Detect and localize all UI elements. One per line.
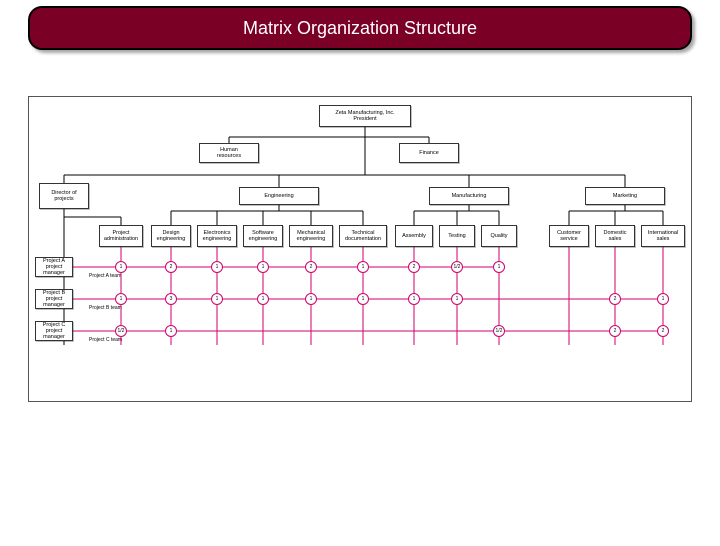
- function-box: Project administration: [99, 225, 143, 247]
- division-box: Manufacturing: [429, 187, 509, 205]
- allocation-circle: 2: [657, 325, 669, 337]
- allocation-circle: 1: [451, 293, 463, 305]
- function-box: Software engineering: [243, 225, 283, 247]
- allocation-circle: 2: [609, 293, 621, 305]
- function-box: Customer service: [549, 225, 589, 247]
- function-box: Assembly: [395, 225, 433, 247]
- org-chart: Zeta Manufacturing, Inc. President Human …: [28, 96, 692, 402]
- allocation-circle: 1: [115, 261, 127, 273]
- allocation-circle: 1: [165, 325, 177, 337]
- function-box: Quality: [481, 225, 517, 247]
- function-box: Mechanical engineering: [289, 225, 333, 247]
- allocation-circle: 1/2: [115, 325, 127, 337]
- function-box: Domestic sales: [595, 225, 635, 247]
- allocation-circle: 2: [305, 261, 317, 273]
- allocation-circle: 1: [408, 293, 420, 305]
- allocation-circle: 1: [357, 261, 369, 273]
- project-manager-box: Project B project manager: [35, 289, 73, 309]
- page-title: Matrix Organization Structure: [243, 18, 477, 39]
- allocation-circle: 1: [493, 261, 505, 273]
- allocation-circle: 2: [408, 261, 420, 273]
- title-bar: Matrix Organization Structure: [28, 6, 692, 50]
- allocation-circle: 1: [305, 293, 317, 305]
- allocation-circle: 1/2: [451, 261, 463, 273]
- allocation-circle: 1: [657, 293, 669, 305]
- project-row-label: Project C team: [89, 337, 122, 343]
- allocation-circle: 1/2: [493, 325, 505, 337]
- allocation-circle: 3: [165, 293, 177, 305]
- director-box: Director of projects: [39, 183, 89, 209]
- project-row-label: Project A team: [89, 273, 121, 279]
- division-box: Marketing: [585, 187, 665, 205]
- project-row-label: Project B team: [89, 305, 122, 311]
- allocation-circle: 2: [609, 325, 621, 337]
- allocation-circle: 1: [257, 261, 269, 273]
- allocation-circle: 1: [211, 293, 223, 305]
- allocation-circle: 2: [165, 261, 177, 273]
- president-box: Zeta Manufacturing, Inc. President: [319, 105, 411, 127]
- allocation-circle: 1: [211, 261, 223, 273]
- project-manager-box: Project C project manager: [35, 321, 73, 341]
- function-box: Testing: [439, 225, 475, 247]
- staff-box: Finance: [399, 143, 459, 163]
- function-box: International sales: [641, 225, 685, 247]
- division-box: Engineering: [239, 187, 319, 205]
- function-box: Technical documentation: [339, 225, 387, 247]
- allocation-circle: 1: [115, 293, 127, 305]
- staff-box: Human resources: [199, 143, 259, 163]
- function-box: Electronics engineering: [197, 225, 237, 247]
- project-manager-box: Project A project manager: [35, 257, 73, 277]
- function-box: Design engineering: [151, 225, 191, 247]
- allocation-circle: 1: [357, 293, 369, 305]
- allocation-circle: 1: [257, 293, 269, 305]
